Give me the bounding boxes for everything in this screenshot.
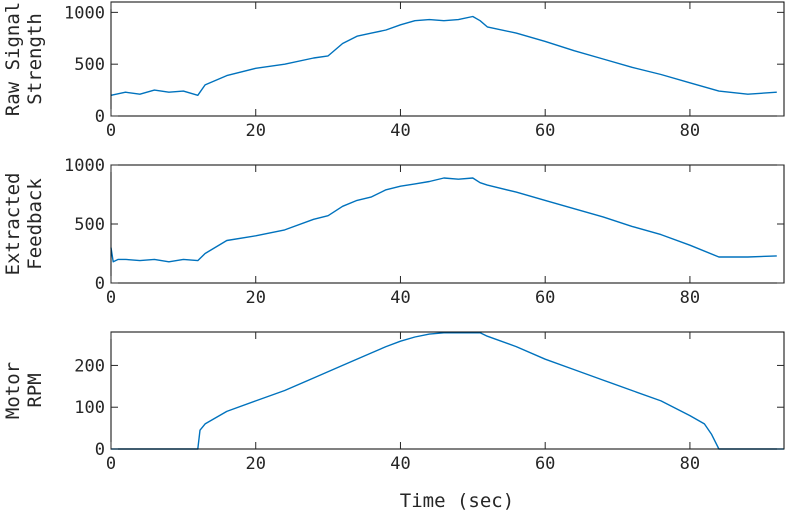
axes-box-panel-1: [110, 1, 785, 117]
y-tick-label: 500: [74, 215, 105, 235]
y-axis-label-line: Feedback: [24, 178, 46, 270]
y-axis-label-line: Raw Signal: [2, 2, 24, 116]
series-line-panel-1: [110, 15, 777, 97]
y-tick-label: 1000: [64, 156, 105, 176]
y-tick-label: 0: [95, 107, 105, 127]
panel-2: 0 20 40 60 80 0 500 1000 ExtractedFeedback: [2, 156, 785, 308]
x-tick-label: 60: [535, 121, 555, 141]
x-tick-label: 20: [245, 121, 265, 141]
y-axis-label-panel-2: ExtractedFeedback: [2, 173, 46, 276]
x-axis-label: Time (sec): [400, 490, 514, 512]
axes-box-panel-2: [110, 164, 785, 284]
x-tick-label: 40: [390, 454, 410, 474]
x-tick-label: 80: [680, 121, 700, 141]
y-axis-label-line: Motor: [2, 362, 24, 419]
y-axis-label-panel-1: Raw SignalStrength: [2, 2, 46, 116]
y-tick-label: 0: [95, 274, 105, 294]
y-tick-label: 0: [95, 440, 105, 460]
y-axis-label-panel-3: MotorRPM: [2, 362, 46, 419]
axes-box-panel-3: [110, 331, 785, 450]
x-tick-label: 0: [106, 121, 116, 141]
x-tick-label: 0: [106, 288, 116, 308]
x-tick-label: 60: [535, 454, 555, 474]
x-tick-label: 20: [245, 454, 265, 474]
panel-3: 0 20 40 60 80 0 100 200 MotorRPM: [2, 331, 785, 474]
x-tick-label: 20: [245, 288, 265, 308]
x-tick-label: 40: [390, 288, 410, 308]
x-tick-label: 80: [680, 454, 700, 474]
x-tick-label: 0: [106, 454, 116, 474]
x-tick-label: 60: [535, 288, 555, 308]
y-tick-label: 100: [74, 398, 105, 418]
x-tick-label: 40: [390, 121, 410, 141]
y-axis-label-line: RPM: [24, 373, 46, 407]
series-line-panel-3: [111, 332, 784, 450]
y-tick-label: 200: [74, 356, 105, 376]
x-tick-label: 80: [680, 288, 700, 308]
y-axis-label-line: Strength: [24, 13, 46, 105]
y-tick-label: 1000: [64, 3, 105, 23]
y-axis-label-line: Extracted: [2, 173, 24, 276]
series-line-panel-2: [110, 177, 777, 263]
panel-1: 0 20 40 60 80 0 500 1000 Raw SignalStrength: [2, 1, 785, 141]
y-tick-label: 500: [74, 55, 105, 75]
